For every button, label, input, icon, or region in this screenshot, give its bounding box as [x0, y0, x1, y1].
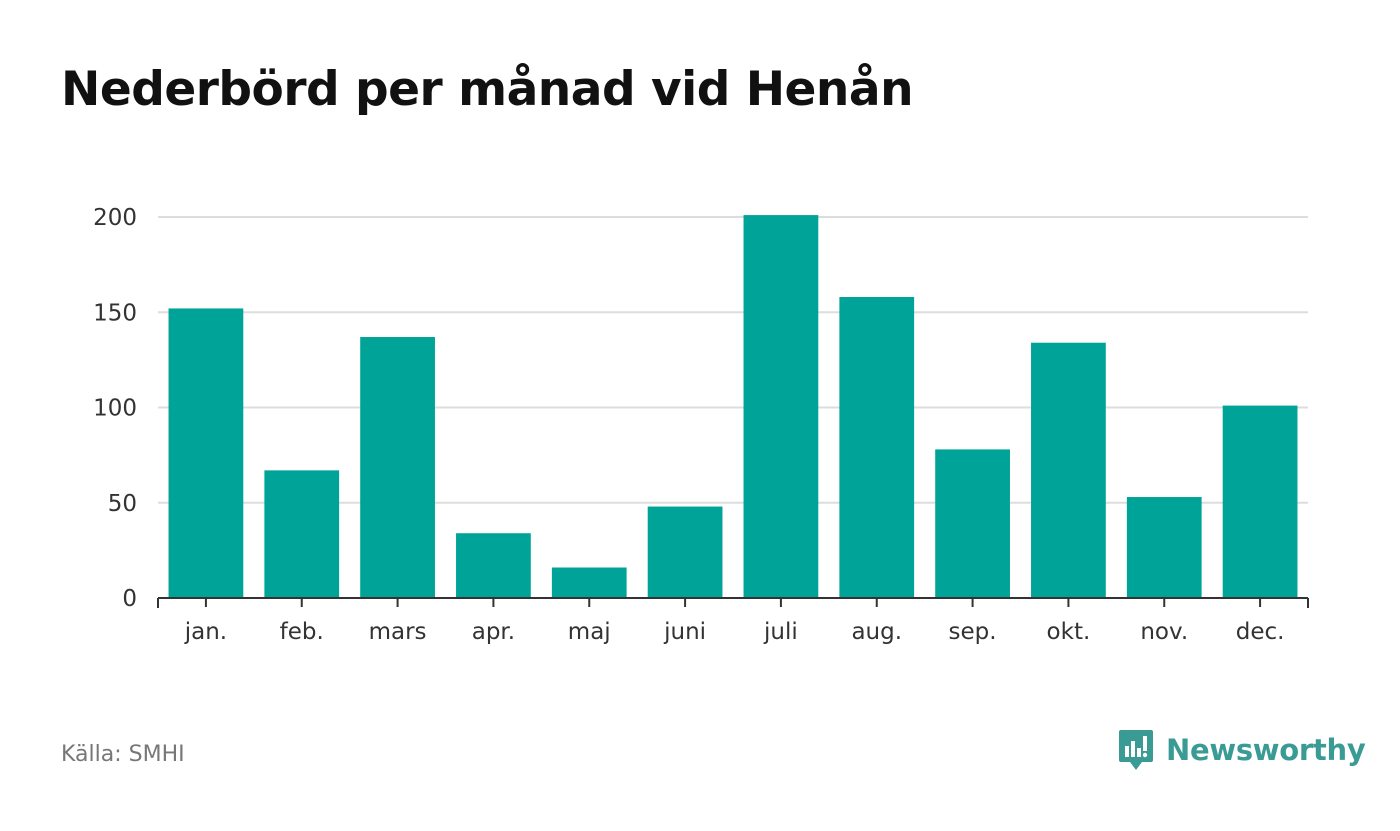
x-tick-label: aug.: [851, 619, 902, 645]
y-tick-label: 0: [122, 586, 137, 612]
x-tick-label: dec.: [1236, 619, 1285, 645]
bars: [168, 215, 1298, 598]
x-tick-label: feb.: [280, 619, 324, 645]
bar-maj: [551, 567, 627, 598]
newsworthy-logo-icon: [1119, 730, 1153, 770]
source-note: Källa: SMHI: [61, 742, 185, 767]
grid-lines: [158, 216, 1308, 504]
x-tick-label: mars: [369, 619, 427, 645]
bar-dec: [1222, 405, 1298, 598]
bar-sep: [935, 449, 1010, 598]
bar-feb: [264, 470, 340, 598]
y-tick-label: 50: [108, 491, 137, 517]
x-axis: [157, 597, 1309, 608]
chart-title: Nederbörd per månad vid Henån: [61, 62, 914, 117]
x-tick-label: nov.: [1140, 619, 1188, 645]
bar-juli: [743, 215, 819, 598]
bar-chart: 0 50 100 150 200 jan. feb. mars apr. maj juni juli…: [93, 205, 1309, 645]
bar-mars: [360, 337, 435, 598]
y-tick-label: 200: [93, 205, 137, 231]
x-tick-labels: jan. feb. mars apr. maj juni juli aug. sep. okt. n…: [184, 619, 1285, 645]
x-tick-label: apr.: [472, 619, 515, 645]
brand-name: Newsworthy: [1166, 733, 1366, 767]
x-tick-label: juni: [663, 619, 706, 645]
x-tick-label: jan.: [184, 619, 227, 645]
x-tick-label: okt.: [1047, 619, 1091, 645]
brand-logo: Newsworthy: [1118, 728, 1366, 772]
x-tick-label: sep.: [949, 619, 997, 645]
y-tick-labels: 0 50 100 150 200: [93, 205, 137, 612]
y-tick-label: 150: [93, 300, 137, 326]
bar-apr: [456, 533, 531, 598]
y-tick-label: 100: [93, 396, 137, 422]
x-tick-label: maj: [568, 619, 611, 645]
bar-jan: [168, 308, 244, 598]
bar-nov: [1126, 497, 1202, 598]
bar-juni: [647, 506, 723, 598]
x-tick-label: juli: [763, 619, 798, 645]
bar-aug: [839, 297, 915, 598]
bar-okt: [1031, 342, 1106, 598]
